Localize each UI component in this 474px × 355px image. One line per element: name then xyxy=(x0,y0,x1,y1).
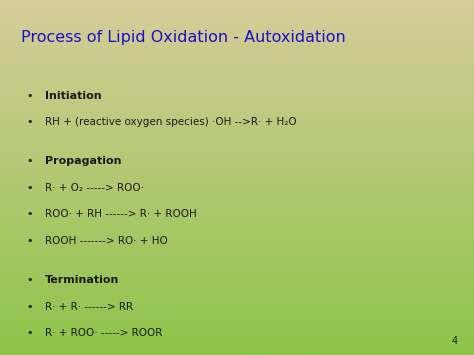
Text: •: • xyxy=(26,275,33,285)
Text: Propagation: Propagation xyxy=(45,156,121,166)
Text: •: • xyxy=(26,156,33,166)
Text: •: • xyxy=(26,236,33,246)
Text: ROO· + RH ------> R· + ROOH: ROO· + RH ------> R· + ROOH xyxy=(45,209,197,219)
Text: •: • xyxy=(26,183,33,193)
Text: 4: 4 xyxy=(451,336,457,346)
Text: ROOH -------> RO· + HO: ROOH -------> RO· + HO xyxy=(45,236,168,246)
Text: •: • xyxy=(26,91,33,100)
Text: R· + O₂ -----> ROO·: R· + O₂ -----> ROO· xyxy=(45,183,144,193)
Text: Termination: Termination xyxy=(45,275,119,285)
Text: •: • xyxy=(26,209,33,219)
Text: •: • xyxy=(26,328,33,338)
Text: R· + ROO· -----> ROOR: R· + ROO· -----> ROOR xyxy=(45,328,163,338)
Text: •: • xyxy=(26,302,33,312)
Text: •: • xyxy=(26,117,33,127)
Text: Initiation: Initiation xyxy=(45,91,101,100)
Text: RH + (reactive oxygen species) ·OH -->R· + H₂O: RH + (reactive oxygen species) ·OH -->R·… xyxy=(45,117,297,127)
Text: Process of Lipid Oxidation - Autoxidation: Process of Lipid Oxidation - Autoxidatio… xyxy=(21,30,346,45)
Text: R· + R· ------> RR: R· + R· ------> RR xyxy=(45,302,133,312)
